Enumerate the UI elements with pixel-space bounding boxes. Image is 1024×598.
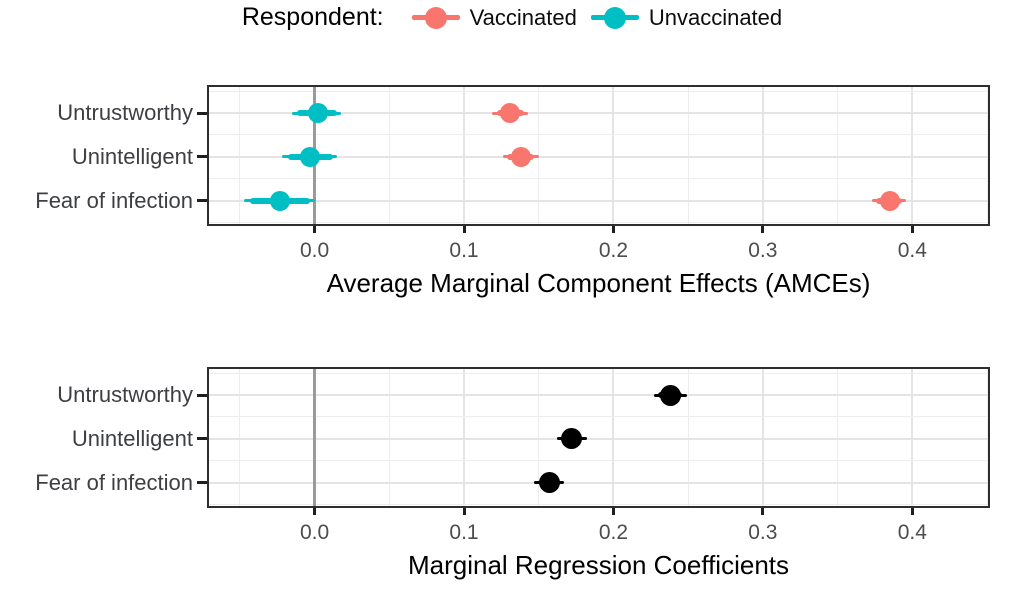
gridline-major-x — [463, 369, 465, 506]
y-axis-tick — [197, 437, 207, 441]
gridline-minor-y — [209, 504, 988, 506]
pointrange-key-vaccinated-icon — [411, 4, 460, 32]
gridline-minor-y — [209, 416, 988, 418]
pointrange-unvaccinated-unintelligent-estimate-dot — [300, 146, 321, 167]
x-tick-label: 0.3 — [748, 239, 778, 262]
regression-plot-panel — [207, 367, 990, 508]
gridline-major-x — [761, 369, 764, 506]
x-tick-label: 0.0 — [299, 239, 330, 262]
x-tick-label: 0.1 — [449, 239, 479, 262]
x-tick-label: 0.4 — [897, 521, 927, 544]
gridline-major-y — [209, 481, 988, 484]
gridline-major-x — [612, 87, 615, 224]
gridline-minor-y — [209, 460, 988, 462]
x-tick-label: 0.2 — [598, 521, 629, 544]
y-axis-label-fear-of-infection: Fear of infection — [35, 469, 193, 495]
legend-item-label: Vaccinated — [469, 4, 577, 30]
gridline-minor-x — [687, 369, 689, 506]
x-axis-tick — [910, 226, 914, 233]
x-tick-label: 0.0 — [299, 521, 330, 544]
x-axis-title-amce: Average Marginal Component Effects (AMCE… — [326, 268, 871, 298]
x-tick-label: 0.3 — [748, 521, 778, 544]
gridline-major-y — [209, 199, 988, 202]
gridline-major-y — [209, 394, 988, 397]
y-axis-label-unintelligent: Unintelligent — [71, 425, 193, 451]
legend-item-label: Unvaccinated — [648, 4, 783, 30]
legend-item-unvaccinated: Unvaccinated — [590, 4, 783, 32]
gridline-major-x — [612, 369, 615, 506]
y-axis-tick — [197, 481, 207, 485]
legend-item-vaccinated: Vaccinated — [411, 4, 577, 32]
gridline-minor-y — [209, 178, 988, 180]
y-axis-tick — [197, 111, 207, 115]
pointrange-black-untrustworthy-estimate-dot — [659, 384, 681, 406]
x-tick-label: 0.2 — [598, 239, 629, 262]
amce-plot-panel — [207, 85, 990, 226]
y-axis-tick — [197, 393, 207, 397]
gridline-minor-x — [388, 369, 390, 506]
pointrange-vaccinated-fear-of-infection-estimate-dot — [879, 190, 900, 211]
x-axis-tick — [761, 226, 765, 233]
pointrange-black-unintelligent-estimate-dot — [561, 428, 583, 450]
x-axis-tick — [611, 508, 615, 515]
gridline-minor-x — [687, 87, 689, 224]
pointrange-unvaccinated-untrustworthy-estimate-dot — [307, 103, 328, 124]
gridline-minor-x — [837, 369, 839, 506]
pointrange-key-unvaccinated-icon — [590, 4, 639, 32]
y-axis-tick — [197, 199, 207, 203]
gridline-minor-x — [239, 369, 241, 506]
gridline-major-x — [911, 87, 914, 224]
pointrange-unvaccinated-fear-of-infection-estimate-dot — [270, 190, 291, 211]
x-axis-tick — [313, 508, 317, 515]
gridline-minor-x — [986, 87, 988, 224]
y-axis-label-untrustworthy: Untrustworthy — [57, 382, 193, 408]
x-axis-title-regression: Marginal Regression Coefficients — [407, 550, 790, 580]
gridline-minor-x — [837, 87, 839, 224]
x-tick-label: 0.4 — [897, 239, 927, 262]
gridline-major-y — [209, 155, 988, 158]
pointrange-vaccinated-unintelligent-estimate-dot — [510, 146, 531, 167]
gridline-minor-y — [209, 90, 988, 92]
x-axis-tick — [462, 508, 466, 515]
gridline-major-x — [463, 87, 465, 224]
y-axis-label-fear-of-infection: Fear of infection — [35, 187, 193, 213]
gridline-minor-y — [209, 134, 988, 136]
gridline-minor-x — [388, 87, 390, 224]
x-axis-tick — [611, 226, 615, 233]
pointrange-vaccinated-untrustworthy-estimate-dot — [500, 103, 521, 124]
gridline-major-x — [911, 369, 914, 506]
legend-title: Respondent: — [241, 3, 384, 31]
gridline-minor-y — [209, 222, 988, 224]
x-tick-label: 0.1 — [449, 521, 479, 544]
y-axis-tick — [197, 155, 207, 159]
x-axis-tick — [313, 226, 317, 233]
gridline-minor-x — [538, 369, 540, 506]
gridline-minor-x — [239, 87, 241, 224]
y-axis-label-untrustworthy: Untrustworthy — [57, 100, 193, 126]
x-axis-tick — [761, 508, 765, 515]
gridline-minor-x — [538, 87, 540, 224]
legend: Respondent: Vaccinated Unvaccinated — [0, 3, 1024, 32]
y-axis-label-unintelligent: Unintelligent — [71, 143, 193, 169]
zero-reference-line — [313, 369, 317, 506]
gridline-minor-x — [986, 369, 988, 506]
gridline-major-y — [209, 437, 988, 440]
pointrange-black-fear-of-infection-estimate-dot — [538, 472, 560, 494]
gridline-major-y — [209, 112, 988, 115]
x-axis-tick — [462, 226, 466, 233]
gridline-major-x — [761, 87, 764, 224]
x-axis-tick — [910, 508, 914, 515]
gridline-minor-y — [209, 372, 988, 374]
